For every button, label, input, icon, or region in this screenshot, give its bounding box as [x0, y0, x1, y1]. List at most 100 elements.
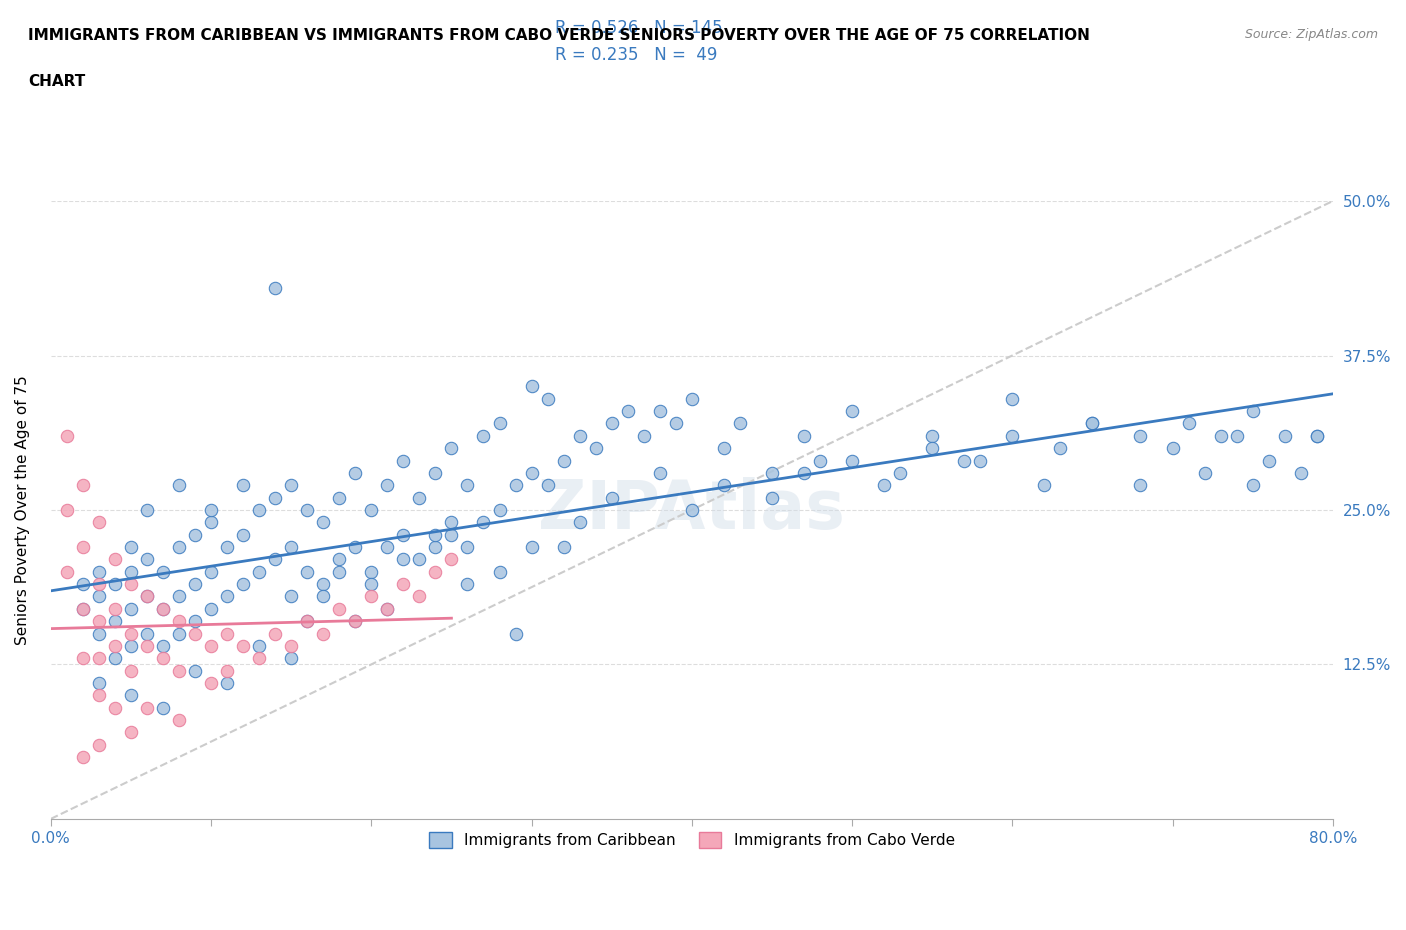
Point: [120, 626, 142, 641]
Point: [536, 478, 558, 493]
Point: [921, 441, 943, 456]
Point: [713, 441, 735, 456]
Point: [104, 651, 127, 666]
Text: R = 0.235   N =  49: R = 0.235 N = 49: [555, 46, 717, 64]
Point: [247, 638, 270, 653]
Text: CHART: CHART: [28, 74, 86, 89]
Point: [232, 638, 254, 653]
Point: [120, 602, 142, 617]
Point: [440, 551, 463, 566]
Point: [136, 551, 159, 566]
Point: [488, 565, 510, 579]
Point: [375, 478, 398, 493]
Point: [280, 539, 302, 554]
Point: [648, 404, 671, 418]
Point: [328, 602, 350, 617]
Point: [328, 490, 350, 505]
Point: [200, 565, 222, 579]
Point: [87, 675, 110, 690]
Point: [167, 663, 190, 678]
Point: [600, 416, 623, 431]
Point: [280, 589, 302, 604]
Point: [472, 515, 495, 530]
Point: [536, 392, 558, 406]
Point: [520, 465, 543, 480]
Point: [328, 551, 350, 566]
Point: [1306, 429, 1329, 444]
Point: [312, 589, 335, 604]
Point: [520, 539, 543, 554]
Point: [440, 527, 463, 542]
Point: [217, 539, 239, 554]
Point: [104, 700, 127, 715]
Point: [167, 539, 190, 554]
Point: [392, 527, 415, 542]
Point: [488, 502, 510, 517]
Point: [247, 565, 270, 579]
Point: [1274, 429, 1296, 444]
Point: [392, 551, 415, 566]
Point: [873, 478, 896, 493]
Point: [297, 614, 319, 629]
Point: [456, 478, 478, 493]
Point: [360, 565, 382, 579]
Point: [1241, 404, 1264, 418]
Point: [136, 700, 159, 715]
Point: [152, 565, 174, 579]
Point: [425, 539, 447, 554]
Point: [167, 478, 190, 493]
Point: [280, 478, 302, 493]
Point: [56, 502, 79, 517]
Point: [136, 626, 159, 641]
Point: [104, 614, 127, 629]
Point: [1049, 441, 1071, 456]
Point: [1001, 392, 1024, 406]
Point: [152, 651, 174, 666]
Point: [1209, 429, 1232, 444]
Point: [120, 688, 142, 703]
Point: [104, 577, 127, 591]
Point: [392, 577, 415, 591]
Point: [681, 502, 703, 517]
Point: [120, 565, 142, 579]
Point: [568, 429, 591, 444]
Point: [408, 490, 430, 505]
Point: [56, 565, 79, 579]
Point: [104, 551, 127, 566]
Point: [408, 589, 430, 604]
Point: [167, 712, 190, 727]
Point: [232, 478, 254, 493]
Point: [152, 700, 174, 715]
Point: [87, 577, 110, 591]
Point: [585, 441, 607, 456]
Text: IMMIGRANTS FROM CARIBBEAN VS IMMIGRANTS FROM CABO VERDE SENIORS POVERTY OVER THE: IMMIGRANTS FROM CARIBBEAN VS IMMIGRANTS …: [28, 28, 1090, 43]
Point: [360, 577, 382, 591]
Point: [648, 465, 671, 480]
Point: [200, 515, 222, 530]
Point: [889, 465, 911, 480]
Point: [425, 465, 447, 480]
Point: [87, 614, 110, 629]
Point: [200, 638, 222, 653]
Point: [793, 429, 815, 444]
Point: [953, 453, 976, 468]
Point: [232, 527, 254, 542]
Point: [264, 280, 287, 295]
Point: [425, 565, 447, 579]
Point: [72, 602, 94, 617]
Point: [264, 626, 287, 641]
Point: [328, 565, 350, 579]
Point: [520, 379, 543, 393]
Point: [184, 626, 207, 641]
Point: [120, 638, 142, 653]
Point: [312, 577, 335, 591]
Point: [184, 614, 207, 629]
Point: [553, 539, 575, 554]
Point: [1289, 465, 1312, 480]
Point: [247, 651, 270, 666]
Point: [297, 614, 319, 629]
Point: [87, 688, 110, 703]
Point: [297, 502, 319, 517]
Point: [312, 515, 335, 530]
Point: [1226, 429, 1249, 444]
